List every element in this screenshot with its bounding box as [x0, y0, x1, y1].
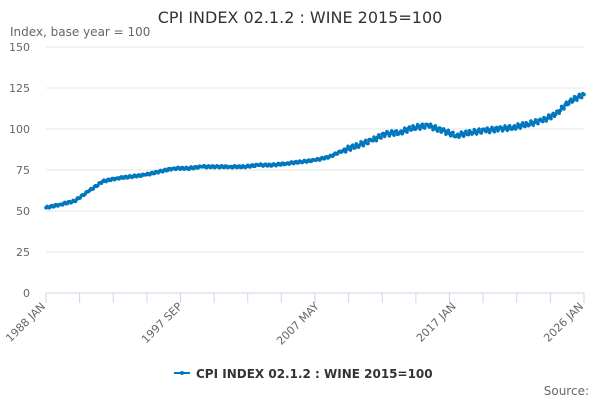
data-point: [518, 126, 523, 130]
data-point: [549, 116, 553, 121]
y-tick-label: 0: [23, 287, 30, 300]
y-tick-label: 50: [16, 205, 30, 218]
legend-label: CPI INDEX 02.1.2 : WINE 2015=100: [196, 367, 433, 381]
data-point: [435, 129, 440, 133]
data-point: [464, 129, 468, 134]
data-point: [520, 121, 525, 125]
y-tick-label: 25: [16, 246, 30, 259]
source-label: Source:: [544, 384, 589, 398]
x-tick-label: 2017 JAN: [414, 300, 459, 345]
data-point: [409, 128, 414, 132]
data-point: [571, 98, 576, 103]
data-point: [490, 125, 494, 130]
data-point: [557, 111, 562, 115]
data-point: [361, 143, 366, 148]
y-tick-label: 100: [9, 123, 30, 136]
data-point: [389, 129, 394, 133]
data-point: [536, 121, 540, 126]
data-point: [566, 102, 571, 106]
data-point: [477, 127, 481, 131]
data-point: [374, 138, 379, 143]
legend-marker-icon: [180, 371, 184, 375]
data-point: [363, 138, 368, 143]
data-point: [446, 128, 451, 133]
data-point: [420, 122, 425, 127]
data-point: [350, 143, 355, 147]
data-point: [348, 148, 353, 152]
data-point: [394, 129, 399, 133]
data-point: [553, 112, 558, 117]
data-point: [466, 132, 471, 137]
x-tick-label: 1997 SEP: [139, 300, 185, 346]
data-point: [523, 124, 527, 129]
x-tick-label: 2007 MAY: [274, 300, 322, 348]
data-point: [433, 124, 438, 128]
x-tick-label: 1988 JAN: [3, 300, 48, 345]
data-point: [405, 130, 409, 134]
data-point: [353, 145, 357, 150]
data-point: [531, 123, 536, 127]
data-point: [461, 134, 466, 138]
data-point: [474, 132, 479, 136]
data-point: [575, 98, 579, 102]
data-point: [379, 136, 383, 140]
data-point: [558, 108, 563, 113]
data-point: [507, 123, 512, 128]
data-point: [479, 131, 484, 135]
series-line: [45, 92, 585, 210]
data-point: [562, 107, 566, 111]
data-point: [579, 95, 584, 100]
data-point: [533, 118, 538, 122]
data-point: [422, 126, 427, 130]
y-axis-label: Index, base year = 100: [10, 25, 150, 39]
y-tick-label: 125: [9, 82, 30, 95]
chart-title: CPI INDEX 02.1.2 : WINE 2015=100: [158, 8, 443, 27]
data-point: [418, 127, 422, 131]
x-tick-label: 2026 JAN: [541, 300, 586, 345]
data-point: [407, 125, 412, 129]
data-point: [582, 92, 586, 97]
data-point: [451, 130, 455, 135]
data-point: [540, 119, 545, 124]
data-point: [366, 141, 370, 146]
y-tick-label: 75: [16, 164, 30, 177]
y-tick-label: 150: [9, 41, 30, 54]
data-point: [448, 133, 453, 138]
data-point: [438, 126, 442, 130]
legend[interactable]: CPI INDEX 02.1.2 : WINE 2015=100: [174, 367, 433, 381]
data-point: [392, 133, 396, 137]
data-point: [505, 128, 510, 133]
data-point: [371, 138, 375, 143]
data-point: [492, 129, 497, 134]
